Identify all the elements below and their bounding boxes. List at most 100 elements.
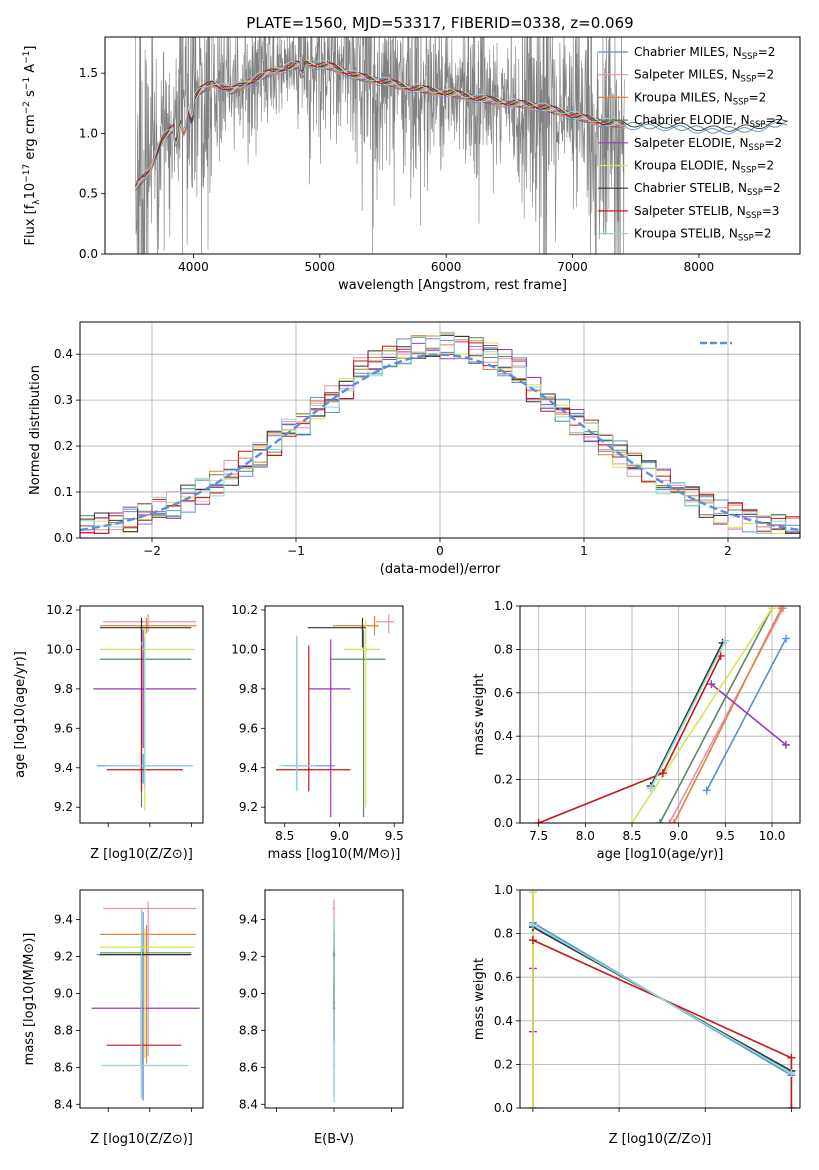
plot-area-residuals [80,331,800,534]
y-tick-label: 9.2 [54,800,73,814]
x-tick-label: 7000 [557,260,588,274]
histogram-step [80,333,800,534]
weight-marker [658,769,667,778]
y-tick-label: 9.4 [54,913,73,927]
x-axis-label: wavelength [Angstrom, rest frame] [338,278,567,293]
legend-eq: = [758,45,768,59]
data-point [146,620,150,623]
y-tick-label: 9.2 [239,800,258,814]
weight-marker [665,819,674,823]
y-tick-label: 9.0 [239,986,258,1000]
weight-marker [707,680,716,689]
legend-entry: Salpeter STELIB, NSSP=3 [634,204,779,221]
legend-eq: = [756,68,766,82]
y-tick-label: 0.8 [494,927,513,941]
legend-eq: = [754,227,764,241]
weight-line [631,607,773,823]
y-tick-label: 10.2 [231,603,258,617]
legend-sep: , [730,181,738,195]
y-tick-label: 8.6 [54,1060,73,1074]
x-tick-label: 1 [580,544,588,558]
data-point [140,1064,143,1067]
weight-line [649,640,727,789]
y-tick-label: 10.0 [46,642,73,656]
plot-area-mass-vs-Z [91,901,200,1101]
legend-nssp-sub: SSP [741,75,757,85]
legend-eq: = [764,136,774,150]
legend-nssp-sub: SSP [733,97,749,107]
y-tick-label: 0.6 [494,686,513,700]
legend-nssp-value: 2 [767,159,775,173]
model-spectrum-line [134,63,788,189]
legend-sep: , [716,90,724,104]
y-label-part: Flux [f [23,204,38,245]
y-label-part: ] [23,46,38,51]
weight-marker [777,606,786,613]
data-point [295,764,298,767]
x-tick-label: 8.0 [576,829,595,843]
weight-marker [528,890,537,897]
x-tick-label: 8.5 [275,829,294,843]
x-axis-label: Z [log10(Z/Z⊙)] [609,1132,712,1147]
y-tick-label: 10.0 [231,642,258,656]
y-tick-label: 0.2 [494,773,513,787]
axes-frame [79,889,204,1109]
legend-nssp-value: 2 [776,113,784,127]
x-axis-label: E(B-V) [314,1132,354,1147]
legend-nssp-value: 2 [759,90,767,104]
legend-nssp-prefix: N [737,204,746,218]
legend-model-name: Salpeter ELODIE [634,136,732,150]
legend-entry: Kroupa STELIB, NSSP=2 [634,227,772,244]
legend-sep: , [725,45,733,59]
legend-eq: = [762,204,772,218]
y-tick-label: 0.4 [494,729,513,743]
x-tick-label: 2 [724,544,732,558]
x-tick-label: 8000 [684,260,715,274]
grid-weight-vs-Z [520,889,800,1109]
axes-frame [519,605,801,824]
weight-marker [528,1104,537,1108]
weight-marker [646,784,655,793]
legend-sep: , [733,113,741,127]
y-axis-label: age [log10(age/yr)] [13,651,28,778]
legend-nssp-sub: SSP [738,234,754,244]
y-tick-label: 8.6 [239,1060,258,1074]
chart-weight-vs-age: 7.5 8.0 8.5 9.0 9.5 10.0 0.0 0.2 0.4 0.6 0.8 1.0 age… [472,599,801,862]
chart-age-vs-Z: 9.2 9.4 9.6 9.8 10.0 10.2 Z [log10(Z/Z⊙)] age [… [13,603,204,862]
y-tick-label: 9.2 [239,950,258,964]
weight-marker [787,1053,796,1062]
plot-area-spectrum [134,37,788,254]
y-tick-label: 0.0 [494,1101,513,1115]
legend-model-name: Kroupa MILES [634,90,716,104]
y-label-part: A [23,64,38,77]
weight-marker [702,786,711,795]
y-label-part: −1 [22,77,32,90]
y-axis-label: mass weight [472,673,487,755]
y-label-part: erg cm [23,114,38,163]
y-label-part: λ [32,199,42,205]
model-spectrum-line [134,60,626,184]
data-point [364,648,367,651]
legend-nssp-value: 2 [764,227,772,241]
weight-marker [787,1069,796,1078]
legend-model-name: Chabrier STELIB [634,181,730,195]
y-axis-label: mass weight [472,958,487,1040]
legend-eq: = [763,181,773,195]
axes-frame [79,321,801,539]
y-tick-label: 9.0 [54,986,73,1000]
weight-marker [782,634,790,643]
y-tick-label: 8.8 [239,1023,258,1037]
legend-model-name: Salpeter MILES [634,68,724,82]
legend-nssp-value: 3 [772,204,780,218]
y-tick-label: 0.3 [54,393,73,407]
y-tick-label: 9.2 [54,950,73,964]
data-point [143,946,147,949]
y-tick-label: 0.0 [494,816,513,830]
legend-eq: = [749,90,759,104]
chart-mass-vs-ebv: 8.4 8.6 8.8 9.0 9.2 9.4 E(B-V) [239,889,404,1147]
legend-nssp-sub: SSP [747,188,763,198]
legend-nssp-prefix: N [732,68,741,82]
normal-distribution-curve [80,353,800,532]
